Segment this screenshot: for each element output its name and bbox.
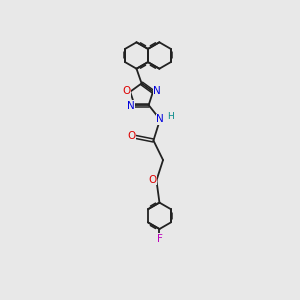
Text: N: N [127,101,134,111]
Text: H: H [167,112,174,121]
Text: O: O [122,86,130,96]
Text: F: F [157,234,162,244]
Text: O: O [128,131,136,141]
Text: N: N [153,86,161,96]
Text: N: N [157,114,164,124]
Text: O: O [148,175,157,185]
